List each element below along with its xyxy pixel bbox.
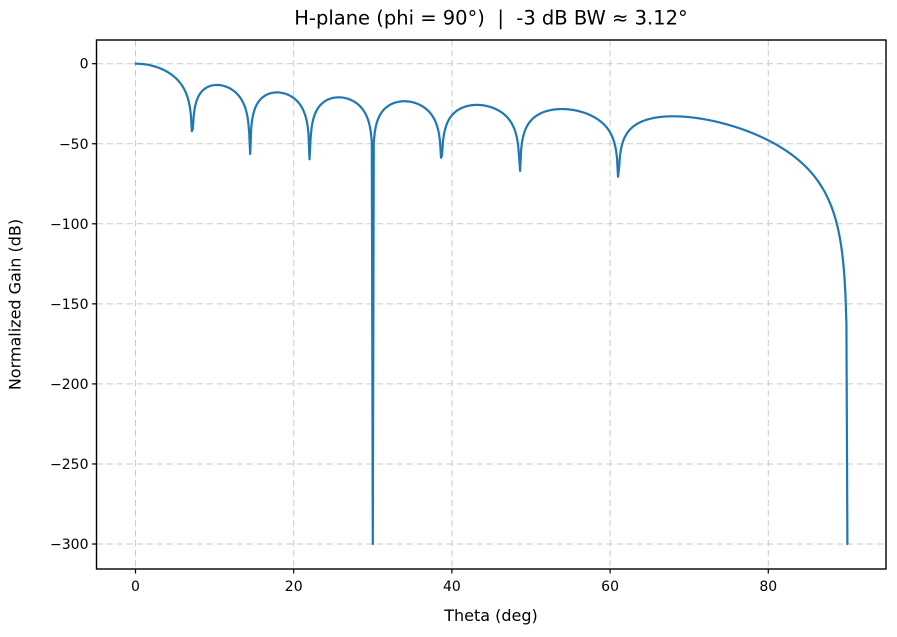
- y-tick-label: 0: [80, 57, 89, 73]
- x-tick-label: 80: [759, 579, 777, 595]
- y-tick-label: −150: [50, 297, 88, 313]
- chart-title: H-plane (phi = 90°) | -3 dB BW ≈ 3.12°: [294, 7, 688, 30]
- plot-frame: [95, 39, 887, 570]
- x-tick-label: 60: [601, 579, 619, 595]
- x-tick-label: 0: [131, 579, 140, 595]
- x-axis-label: Theta (deg): [443, 606, 538, 625]
- y-tick-label: −250: [50, 457, 88, 473]
- gain-curve-line: [134, 62, 849, 546]
- x-tick-label: 20: [285, 579, 303, 595]
- grid-lines: [96, 40, 886, 569]
- y-axis-label: Normalized Gain (dB): [6, 219, 25, 390]
- x-tick-label: 40: [443, 579, 461, 595]
- y-tick-label: −200: [50, 377, 88, 393]
- y-tick-label: −50: [59, 137, 89, 153]
- y-tick-label: −100: [50, 217, 88, 233]
- y-tick-label: −300: [50, 537, 88, 553]
- axis-ticks-and-labels: 0 20 40 60 80 0 −50 −100 −150 −200 −250 −300: [50, 57, 777, 595]
